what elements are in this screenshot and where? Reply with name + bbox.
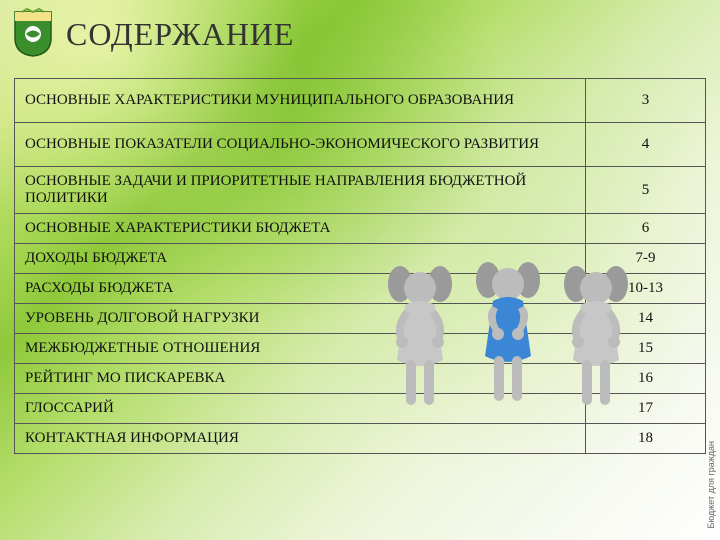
toc-label: РАСХОДЫ БЮДЖЕТА	[15, 274, 586, 304]
table-row: ОСНОВНЫЕ ЗАДАЧИ И ПРИОРИТЕТНЫЕ НАПРАВЛЕН…	[15, 167, 706, 214]
toc-page: 17	[586, 394, 706, 424]
toc-label: ДОХОДЫ БЮДЖЕТА	[15, 244, 586, 274]
toc-page: 3	[586, 79, 706, 123]
table-row: УРОВЕНЬ ДОЛГОВОЙ НАГРУЗКИ14	[15, 304, 706, 334]
toc-page: 6	[586, 214, 706, 244]
toc-page: 18	[586, 424, 706, 454]
table-row: ОСНОВНЫЕ ХАРАКТЕРИСТИКИ БЮДЖЕТА6	[15, 214, 706, 244]
toc-label: МЕЖБЮДЖЕТНЫЕ ОТНОШЕНИЯ	[15, 334, 586, 364]
table-row: РАСХОДЫ БЮДЖЕТА10-13	[15, 274, 706, 304]
toc-label: ОСНОВНЫЕ ЗАДАЧИ И ПРИОРИТЕТНЫЕ НАПРАВЛЕН…	[15, 167, 586, 214]
toc-label: УРОВЕНЬ ДОЛГОВОЙ НАГРУЗКИ	[15, 304, 586, 334]
toc-label: ОСНОВНЫЕ ПОКАЗАТЕЛИ СОЦИАЛЬНО-ЭКОНОМИЧЕС…	[15, 123, 586, 167]
toc-label: РЕЙТИНГ МО ПИСКАРЕВКА	[15, 364, 586, 394]
contents-table: ОСНОВНЫЕ ХАРАКТЕРИСТИКИ МУНИЦИПАЛЬНОГО О…	[14, 78, 706, 454]
toc-label: КОНТАКТНАЯ ИНФОРМАЦИЯ	[15, 424, 586, 454]
toc-page: 7-9	[586, 244, 706, 274]
page-title: СОДЕРЖАНИЕ	[66, 16, 294, 53]
side-caption: Бюджет для граждан	[706, 441, 716, 528]
toc-label: ОСНОВНЫЕ ХАРАКТЕРИСТИКИ БЮДЖЕТА	[15, 214, 586, 244]
toc-page: 10-13	[586, 274, 706, 304]
crest-logo	[12, 8, 54, 58]
toc-page: 4	[586, 123, 706, 167]
table-row: КОНТАКТНАЯ ИНФОРМАЦИЯ18	[15, 424, 706, 454]
table-row: ДОХОДЫ БЮДЖЕТА7-9	[15, 244, 706, 274]
table-row: ОСНОВНЫЕ ПОКАЗАТЕЛИ СОЦИАЛЬНО-ЭКОНОМИЧЕС…	[15, 123, 706, 167]
toc-page: 15	[586, 334, 706, 364]
table-row: ОСНОВНЫЕ ХАРАКТЕРИСТИКИ МУНИЦИПАЛЬНОГО О…	[15, 79, 706, 123]
table-row: РЕЙТИНГ МО ПИСКАРЕВКА16	[15, 364, 706, 394]
toc-page: 16	[586, 364, 706, 394]
toc-label: ОСНОВНЫЕ ХАРАКТЕРИСТИКИ МУНИЦИПАЛЬНОГО О…	[15, 79, 586, 123]
table-row: МЕЖБЮДЖЕТНЫЕ ОТНОШЕНИЯ15	[15, 334, 706, 364]
table-row: ГЛОССАРИЙ17	[15, 394, 706, 424]
toc-page: 5	[586, 167, 706, 214]
toc-label: ГЛОССАРИЙ	[15, 394, 586, 424]
toc-page: 14	[586, 304, 706, 334]
